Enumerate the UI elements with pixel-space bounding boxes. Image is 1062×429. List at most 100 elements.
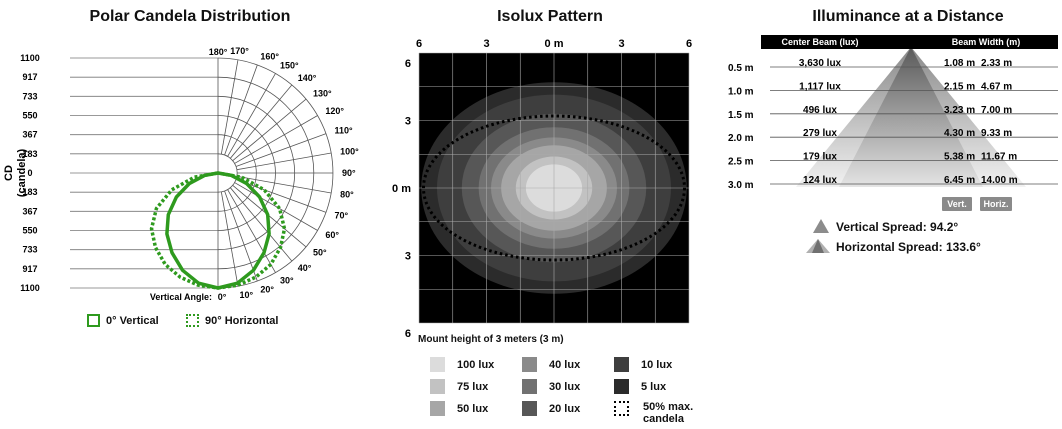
polar-spoke: [234, 182, 318, 231]
isolux-legend-swatch: [522, 401, 537, 416]
center-beam-value: 496 lux: [803, 105, 837, 116]
distance-label: 1.5 m: [728, 110, 754, 121]
polar-title: Polar Candela Distribution: [89, 8, 291, 25]
legend-vertical-label: 0° Vertical: [106, 314, 159, 327]
distance-label: 2.5 m: [728, 157, 754, 168]
isolux-legend-item: 20 lux: [522, 401, 580, 416]
isolux-legend-label: 20 lux: [549, 402, 581, 415]
vertical-width-value: 2.15 m: [944, 81, 975, 92]
angle-tick-label: 100°: [340, 146, 359, 156]
isolux-y-tick: 6: [405, 58, 411, 70]
y-axis-unit: (candela): [16, 149, 28, 198]
angle-tick-label: 30°: [280, 275, 294, 285]
distance-label: 3.0 m: [728, 180, 754, 191]
isolux-legend-swatch: [430, 379, 445, 394]
isolux-legend-label: 5 lux: [641, 380, 667, 393]
distance-label: 2.0 m: [728, 133, 754, 144]
polar-spoke: [224, 64, 258, 156]
vertical-beam-cone: [839, 47, 983, 187]
vert-button[interactable]: Vert.: [942, 197, 972, 211]
angle-tick-label: 120°: [325, 106, 344, 116]
angle-tick-label: 40°: [298, 263, 312, 273]
center-beam-value: 124 lux: [803, 175, 837, 186]
center-beam-value: 3,630 lux: [799, 58, 842, 69]
isolux-legend-label: 40 lux: [549, 358, 581, 371]
angle-tick-label: 50°: [313, 248, 327, 258]
isolux-note: Mount height of 3 meters (3 m): [418, 334, 564, 345]
column-header: Center Beam (lux): [781, 37, 858, 47]
radial-tick-label: 367: [22, 206, 37, 216]
distance-label: 1.0 m: [728, 86, 754, 97]
angle-tick-label: 160°: [260, 51, 279, 61]
angle-tick-label: 130°: [313, 88, 332, 98]
angle-tick-label: 70°: [335, 210, 349, 220]
isolux-legend-swatch: [522, 357, 537, 372]
angle-tick-label: 140°: [298, 73, 317, 83]
horizontal-width-value: 11.67 m: [981, 152, 1017, 163]
isolux-y-tick: 3: [405, 251, 411, 263]
isolux-legend-swatch: [430, 357, 445, 372]
angle-tick-label: 0°: [218, 292, 227, 302]
distance-label: 0.5 m: [728, 63, 754, 74]
legend-vertical: 0° Vertical: [87, 314, 159, 327]
illuminance-chart: Center Beam (lux) Beam Width (m) 0.5 m 1.0 …: [728, 35, 1058, 191]
polar-spoke: [227, 189, 276, 273]
isolux-legend-swatch: [430, 401, 445, 416]
radial-tick-label: 733: [22, 91, 37, 101]
isolux-legend-swatch: [614, 357, 629, 372]
polar-ring: [217, 153, 238, 193]
legend-horizontal-swatch: [186, 314, 199, 327]
legend-vertical-swatch: [87, 314, 100, 327]
isolux-legend-swatch: [614, 379, 629, 394]
column-header: Beam Width (m): [952, 37, 1020, 47]
isolux-legend-item: 50% max. candela: [614, 401, 703, 425]
vertical-width-value: 5.38 m: [944, 152, 975, 163]
polar-spoke: [234, 115, 318, 164]
horiz-button[interactable]: Horiz.: [980, 197, 1012, 211]
isolux-legend-item: 30 lux: [522, 379, 580, 394]
radial-tick-label: 550: [22, 111, 37, 121]
polar-spoke: [232, 98, 307, 161]
radial-tick-label: 733: [22, 245, 37, 255]
vertical-spread-icon: [813, 219, 829, 233]
isolux-x-tick: 6: [416, 38, 422, 50]
isolux-x-tick: 3: [483, 38, 489, 50]
isolux-x-tick: 3: [618, 38, 624, 50]
horizontal-width-value: 4.67 m: [981, 81, 1012, 92]
polar-spoke: [227, 73, 276, 157]
angle-tick-label: 170°: [230, 46, 249, 56]
isolux-legend-item: 100 lux: [430, 357, 494, 372]
angle-tick-label: 20°: [260, 285, 274, 295]
center-beam-value: 279 lux: [803, 128, 837, 139]
isolux-legend-swatch: [522, 379, 537, 394]
isolux-y-tick: 0 m: [392, 183, 411, 195]
candela-curve-horizontal: [149, 171, 287, 290]
radial-tick-label: 183: [22, 149, 37, 159]
radial-tick-label: 917: [22, 264, 37, 274]
isolux-x-tick: 0 m: [545, 38, 564, 50]
polar-spoke: [220, 59, 239, 155]
polar-spoke: [236, 175, 332, 194]
vertical-width-value: 4.30 m: [944, 128, 975, 139]
polar-chart: 1100 917 733 550 367 183 0 183 367 550 733 917 1100 0…: [3, 46, 359, 302]
isolux-legend-label: 50 lux: [457, 402, 489, 415]
isolux-y-tick: 3: [405, 116, 411, 128]
polar-spoke: [235, 179, 327, 213]
legend-horizontal: 90° Horizontal: [186, 314, 278, 327]
legend-horizontal-label: 90° Horizontal: [205, 314, 279, 327]
isolux-legend-label: 10 lux: [641, 358, 673, 371]
isolux-legend-item: 75 lux: [430, 379, 488, 394]
angle-tick-label: 150°: [280, 61, 299, 71]
angle-axis-label: Vertical Angle:: [150, 292, 212, 302]
isolux-legend-label: 75 lux: [457, 380, 489, 393]
radial-tick-label: 1100: [20, 283, 40, 293]
isolux-legend-item: 10 lux: [614, 357, 672, 372]
illuminance-title: Illuminance at a Distance: [812, 8, 1004, 25]
isolux-legend-label: 100 lux: [457, 358, 495, 371]
radial-tick-label: 367: [22, 130, 37, 140]
horizontal-width-value: 7.00 m: [981, 105, 1012, 116]
angle-tick-label: 180°: [209, 47, 228, 57]
radial-tick-label: 917: [22, 72, 37, 82]
horizontal-width-value: 9.33 m: [981, 128, 1012, 139]
